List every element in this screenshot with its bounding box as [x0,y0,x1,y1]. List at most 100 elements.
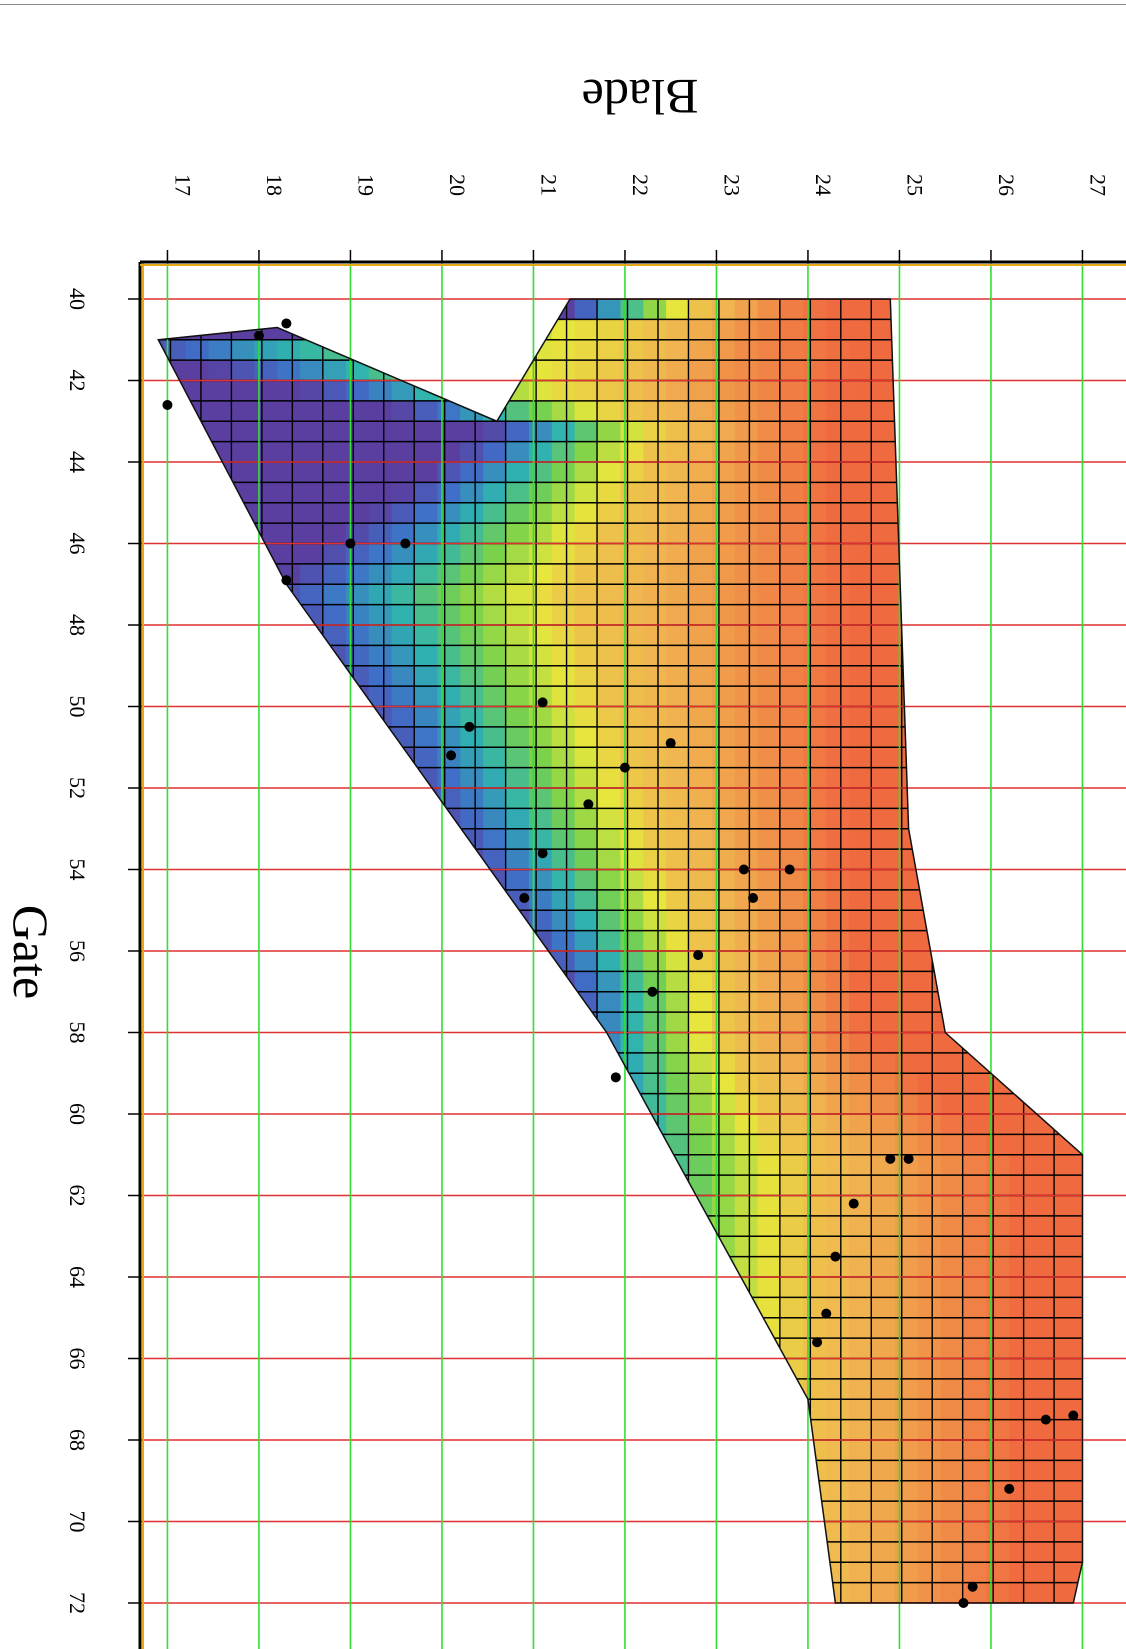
heatmap-cell [780,869,805,891]
heatmap-cell [162,1073,187,1095]
data-point [446,750,457,761]
heatmap-cell [231,523,256,545]
heatmap-cell [483,319,507,341]
heatmap-cell [414,1032,439,1054]
heatmap-cell [185,1175,210,1197]
region-outline [157,298,1084,1604]
heatmap-cell [460,706,485,728]
gate-tick-label: 60 [65,1103,90,1125]
heatmap-cell [368,1541,393,1564]
heatmap-cell [917,706,942,728]
heatmap-cell [849,1154,873,1177]
heatmap-cell [963,869,988,891]
heatmap-cell [551,400,576,423]
heatmap-cell [940,951,965,973]
heatmap-cell [162,930,187,952]
heatmap-cell [551,1093,576,1115]
heatmap-cell [734,1134,759,1156]
heatmap-cell [780,1501,805,1523]
heatmap-cell [1009,1297,1034,1319]
heatmap-cell [277,1277,302,1299]
heatmap-cell [986,828,1011,851]
heatmap-cell [208,1317,233,1340]
heatmap-cell [345,869,370,891]
heatmap-cell [277,1582,302,1603]
heatmap-cell [368,828,393,851]
heatmap-cell [323,808,347,830]
gate-tick-label: 44 [65,451,90,473]
heatmap-cell [528,462,553,484]
heatmap-cell [894,1073,919,1095]
heatmap-cell [1009,1175,1034,1197]
heatmap-cell [917,788,942,810]
heatmap-cell [711,1093,736,1115]
heatmap-cell [1077,380,1083,402]
heatmap-cell [277,1501,302,1523]
heatmap-cell [872,482,896,504]
heatmap-cell [1077,1501,1083,1523]
heatmap-cell [689,1521,713,1543]
heatmap-cell [1055,625,1079,647]
heatmap-cell [1055,1175,1079,1197]
heatmap-cell [368,1338,393,1360]
heatmap-cell [345,1277,370,1299]
heatmap-cell [849,726,873,749]
heatmap-cell [780,828,805,851]
heatmap-cell [894,1236,919,1258]
heatmap-cell [185,1317,210,1340]
heatmap-cell [963,991,988,1014]
heatmap-cell [574,604,599,626]
heatmap-cell [414,1378,439,1401]
heatmap-cell [894,1460,919,1482]
gate-tick-label: 70 [65,1511,90,1533]
heatmap-cell [666,1358,690,1380]
heatmap-cell [620,1582,645,1603]
heatmap-cell [689,1460,713,1482]
heatmap-cell [597,1175,622,1197]
heatmap-cell [666,869,690,891]
heatmap-cell [986,1236,1011,1258]
heatmap-cell [826,1052,851,1075]
heatmap-cell [1077,1073,1083,1095]
heatmap-cell [551,563,576,586]
heatmap-cell [368,971,393,993]
heatmap-cell [300,543,324,565]
heatmap-cell [849,1419,873,1441]
heatmap-cell [803,930,828,952]
heatmap-cell [574,584,599,606]
heatmap-cell [231,971,256,993]
heatmap-cell [689,441,713,463]
heatmap-cell [460,889,485,912]
heatmap-cell [345,808,370,830]
heatmap-cell [986,1521,1011,1543]
heatmap-cell [826,1195,851,1217]
heatmap-cell [551,991,576,1014]
heatmap-cell [826,1541,851,1564]
heatmap-cell [711,747,736,769]
heatmap-cell [185,299,210,321]
heatmap-cell [803,889,828,912]
heatmap-cell [528,808,553,830]
heatmap-cell [483,441,507,463]
heatmap-cell [185,543,210,565]
heatmap-cell [574,1501,599,1523]
heatmap-cell [551,767,576,789]
heatmap-cell [620,1440,645,1462]
heatmap-cell [483,767,507,789]
heatmap-cell [917,1012,942,1034]
heatmap-cell [1077,604,1083,626]
heatmap-cell [254,441,279,463]
heatmap-cell [1077,665,1083,688]
heatmap-cell [1032,1114,1056,1136]
heatmap-cell [185,1215,210,1238]
heatmap-cell [528,1440,553,1462]
heatmap-cell [300,726,324,749]
heatmap-cell [506,1012,530,1034]
heatmap-cell [940,706,965,728]
heatmap-cell [551,1358,576,1380]
heatmap-cell [711,910,736,932]
heatmap-cell [597,828,622,851]
heatmap-cell [872,1297,896,1319]
heatmap-cell [986,1073,1011,1095]
heatmap-cell [1032,686,1056,708]
